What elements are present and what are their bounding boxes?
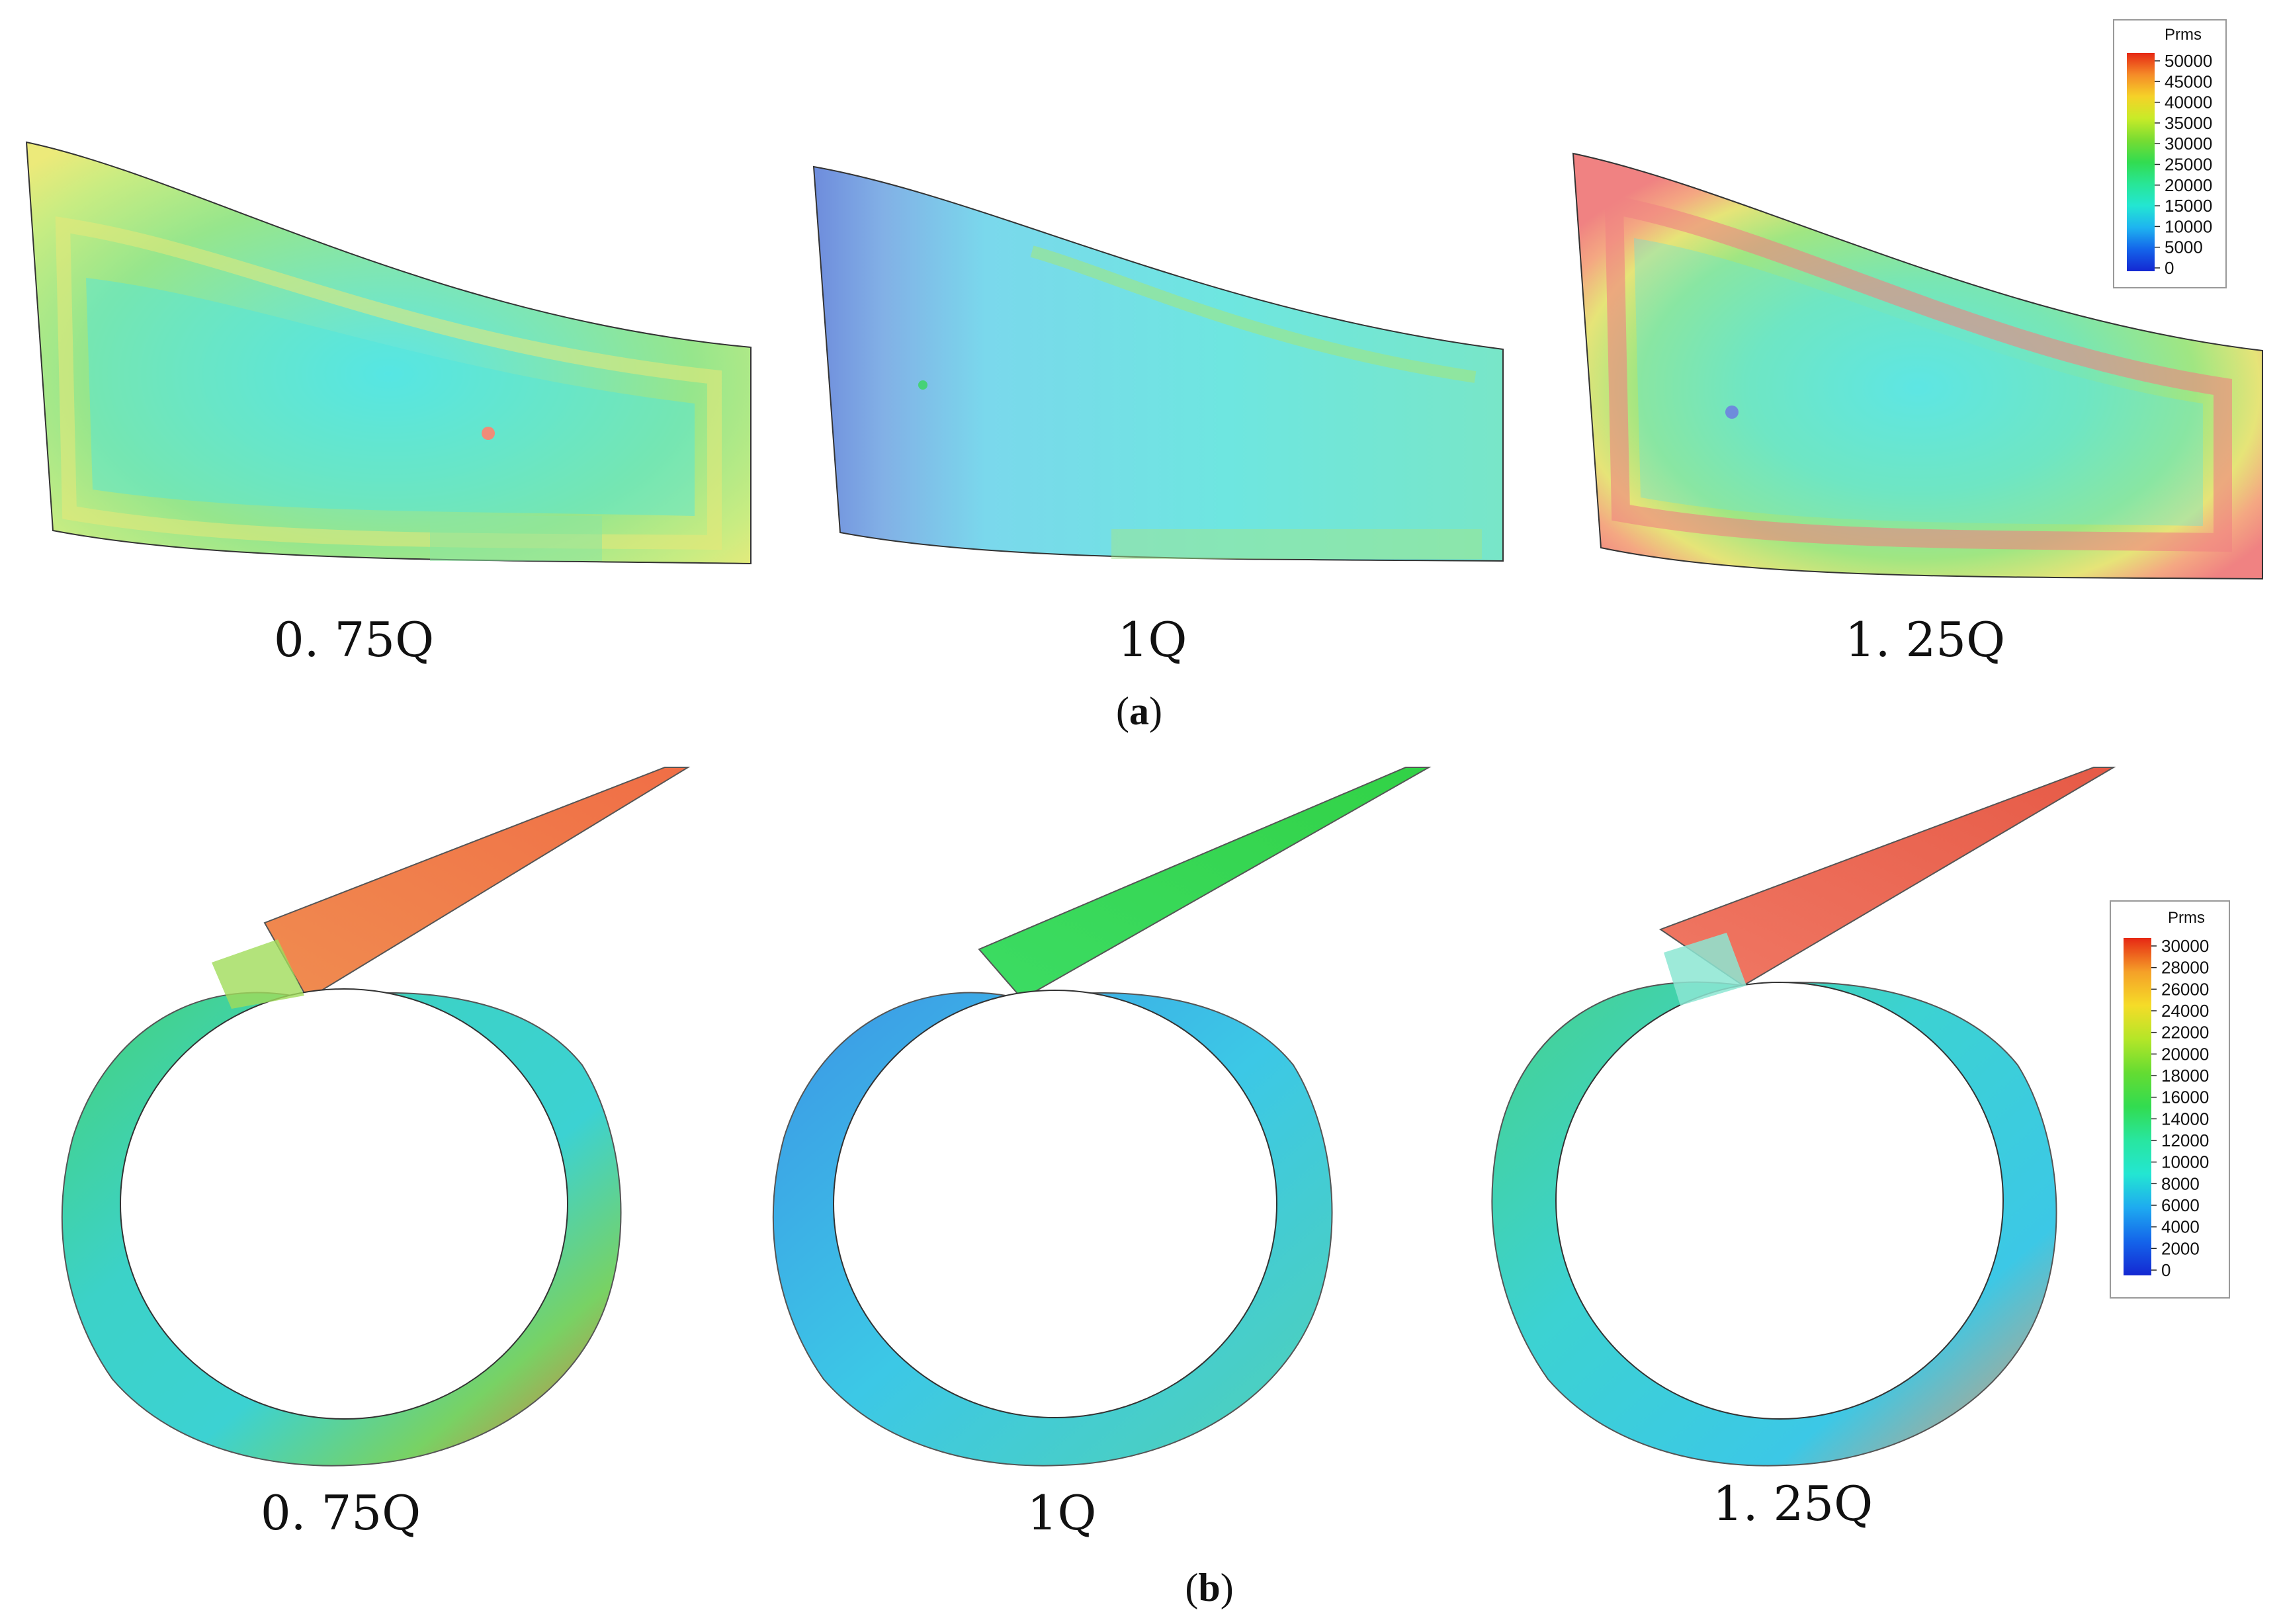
legend-a-tick-label: 15000 — [2165, 196, 2212, 216]
legend-b-tick-label: 4000 — [2161, 1217, 2200, 1237]
caption-a-letter: a — [1129, 689, 1149, 733]
legend-b-tick-label: 12000 — [2161, 1131, 2209, 1150]
volute-contour-1-25q — [1491, 767, 2116, 1467]
legend-b-tick-label: 16000 — [2161, 1088, 2209, 1107]
blade-contour-1-25q — [1572, 152, 2263, 580]
panel-a: 0. 75Q 1Q 1. 25Q Prms 500004500040000350… — [25, 19, 2263, 733]
volute-contour-1q — [772, 767, 1432, 1467]
legend-a-tick-label: 30000 — [2165, 134, 2212, 153]
legend-b-ticks: 3000028000260002400022000200001800016000… — [2151, 936, 2209, 1280]
label-0-75q-a: 0. 75Q — [274, 612, 434, 667]
caption-a: (a) — [1116, 689, 1162, 733]
legend-a-tick-label: 50000 — [2165, 51, 2212, 71]
legend-a-tick-label: 35000 — [2165, 113, 2212, 133]
legend-b-tick-label: 2000 — [2161, 1238, 2200, 1258]
legend-a-title: Prms — [2165, 26, 2202, 44]
legend-b-tick-label: 6000 — [2161, 1195, 2200, 1215]
legend-a-tick-label: 20000 — [2165, 175, 2212, 195]
legend-b: Prms 30000280002600024000220002000018000… — [2110, 900, 2230, 1299]
legend-a-tick-label: 5000 — [2165, 237, 2203, 257]
panel-b: 0. 75Q 1Q 1. 25Q Prms 300002800026000240… — [61, 767, 2230, 1609]
label-1-25q-a: 1. 25Q — [1845, 612, 2005, 667]
legend-a: Prms 50000450004000035000300002500020000… — [2113, 19, 2227, 288]
caption-b: (b) — [1185, 1566, 1233, 1609]
legend-a-tick-label: 45000 — [2165, 71, 2212, 91]
blade-contour-1q — [812, 165, 1504, 562]
legend-a-ticks: 5000045000400003500030000250002000015000… — [2155, 51, 2212, 278]
blade-contour-0-75q — [25, 141, 752, 565]
caption-b-letter: b — [1198, 1566, 1220, 1609]
legend-b-tick-label: 30000 — [2161, 936, 2209, 956]
label-1q-a: 1Q — [1118, 612, 1187, 667]
legend-b-tick-label: 10000 — [2161, 1152, 2209, 1172]
legend-a-tick-label: 10000 — [2165, 216, 2212, 236]
legend-b-tick-label: 20000 — [2161, 1044, 2209, 1064]
legend-b-tick-label: 18000 — [2161, 1066, 2209, 1086]
legend-b-tick-label: 24000 — [2161, 1001, 2209, 1021]
legend-b-tick-label: 28000 — [2161, 958, 2209, 978]
legend-b-tick-label: 26000 — [2161, 979, 2209, 999]
legend-a-tick-label: 0 — [2165, 258, 2174, 278]
label-1-25q-b: 1. 25Q — [1713, 1476, 1873, 1531]
legend-b-tick-label: 0 — [2161, 1260, 2171, 1280]
legend-a-tick-label: 40000 — [2165, 93, 2212, 112]
label-0-75q-b: 0. 75Q — [261, 1485, 421, 1541]
legend-b-tick-label: 8000 — [2161, 1174, 2200, 1193]
legend-b-tick-label: 14000 — [2161, 1109, 2209, 1129]
volute-contour-0-75q — [61, 767, 691, 1467]
legend-a-tick-label: 25000 — [2165, 155, 2212, 175]
label-1q-b: 1Q — [1027, 1485, 1097, 1541]
legend-b-title: Prms — [2168, 909, 2205, 927]
legend-b-tick-label: 22000 — [2161, 1023, 2209, 1043]
